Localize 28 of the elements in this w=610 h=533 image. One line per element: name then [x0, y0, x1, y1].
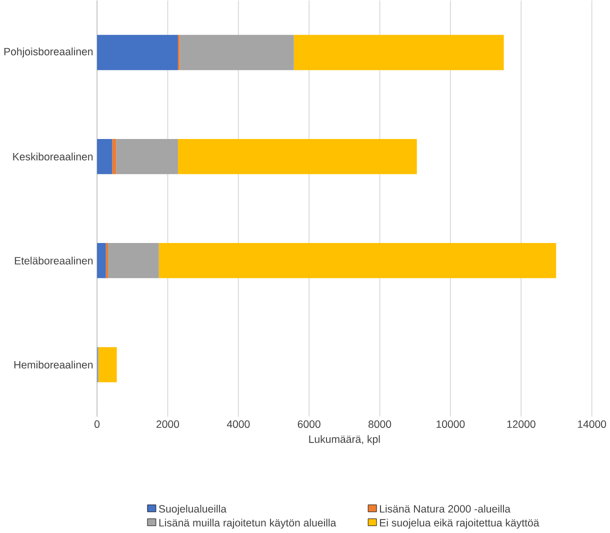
bar — [98, 347, 117, 382]
bar — [108, 243, 159, 278]
legend-label: Suojelualueilla — [158, 505, 227, 515]
x-axis-title: Lukumäärä, kpl — [309, 435, 380, 446]
x-tick-label: 8000 — [368, 420, 392, 428]
y-tick-label: Pohjoisboreaalinen — [4, 48, 93, 58]
x-tick-label: 2000 — [156, 420, 180, 428]
legend-label: Lisänä Natura 2000 -alueilla — [380, 505, 510, 513]
bar — [112, 139, 116, 174]
x-tick-label: 12000 — [507, 420, 536, 428]
bar — [180, 35, 294, 70]
bar — [294, 35, 504, 70]
y-tick-label: Keskiboreaalinen — [13, 152, 93, 161]
x-tick-label: 14000 — [578, 420, 606, 428]
bar — [97, 35, 178, 70]
x-tick-label: 10000 — [436, 420, 465, 428]
bar — [116, 139, 178, 174]
bar — [158, 243, 556, 278]
x-tick-label: 0 — [94, 420, 100, 428]
legend-label: Ei suojelua eikä rajoitettua käyttöä — [380, 518, 540, 529]
bar — [97, 139, 112, 174]
bar — [178, 139, 417, 174]
bar — [97, 243, 106, 278]
x-tick-label: 6000 — [298, 420, 320, 428]
y-tick-label: Eteläboreaalinen — [14, 256, 93, 265]
y-tick-label: Hemiboreaalinen — [14, 360, 93, 369]
legend-label: Lisänä muilla rajoitetun käytön alueilla — [159, 518, 336, 529]
x-tick-label: 4000 — [226, 420, 250, 428]
